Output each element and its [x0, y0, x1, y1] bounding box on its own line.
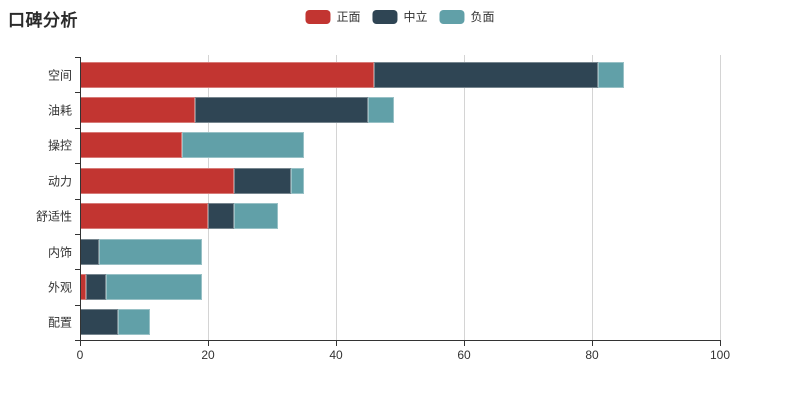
bar-row [80, 97, 394, 124]
x-axis-tick-label: 100 [709, 348, 731, 362]
chart-title: 口碑分析 [8, 11, 78, 30]
y-axis-category-label: 外观 [47, 280, 72, 295]
bar-segment-positive[interactable] [80, 132, 183, 159]
bar-segment-negative[interactable] [367, 97, 394, 124]
bar-row [80, 61, 624, 88]
bar-segment-neutral[interactable] [233, 167, 292, 194]
x-axis-tick [592, 341, 593, 346]
gridline [208, 55, 209, 340]
legend-item-positive[interactable]: 正面 [305, 8, 360, 25]
bar-segment-negative[interactable] [598, 61, 624, 88]
y-axis-tick [75, 233, 81, 235]
plot-area [80, 55, 721, 340]
legend-label: 中立 [403, 10, 428, 24]
legend: 正面 中立 负面 [305, 8, 495, 25]
x-axis-tick-label: 80 [585, 348, 599, 362]
bar-segment-negative[interactable] [99, 238, 202, 265]
legend-label: 负面 [470, 10, 495, 24]
y-axis-category-label: 油耗 [47, 103, 72, 118]
bar-segment-positive[interactable] [80, 97, 196, 124]
gridline [336, 55, 337, 340]
x-axis-tick-label: 60 [457, 348, 471, 362]
x-axis-line [80, 340, 721, 341]
legend-swatch-negative [439, 9, 465, 24]
y-axis-tick [75, 198, 81, 200]
bar-row [80, 203, 279, 230]
bar-segment-neutral[interactable] [374, 61, 599, 88]
x-axis-tick [464, 341, 465, 346]
bar-segment-neutral[interactable] [80, 309, 119, 336]
y-axis-category-label: 舒适性 [35, 209, 72, 224]
bar-row [80, 132, 304, 159]
gridline [592, 55, 593, 340]
bar-segment-negative[interactable] [233, 203, 279, 230]
bar-segment-neutral[interactable] [86, 273, 106, 300]
y-axis-tick [75, 92, 81, 94]
y-axis-tick [75, 127, 81, 129]
bar-row [80, 273, 202, 300]
bar-row [80, 238, 202, 265]
y-axis-category-label: 动力 [47, 174, 72, 189]
x-axis-tick [80, 341, 81, 346]
bar-segment-positive[interactable] [80, 167, 234, 194]
bar-segment-negative[interactable] [105, 273, 202, 300]
bar-row [80, 167, 304, 194]
gridline [720, 55, 721, 340]
y-axis-labels: 空间油耗操控动力舒适性内饰外观配置 [0, 0, 72, 400]
bar-segment-neutral[interactable] [208, 203, 234, 230]
x-axis-tick [208, 341, 209, 346]
legend-swatch-neutral [372, 9, 398, 24]
bar-row [80, 309, 151, 336]
bar-segment-neutral[interactable] [195, 97, 368, 124]
x-axis-tick-label: 40 [329, 348, 343, 362]
y-axis-tick [75, 269, 81, 271]
x-axis-tick [336, 341, 337, 346]
y-axis-tick [75, 57, 81, 58]
y-axis-tick [75, 163, 81, 165]
legend-swatch-positive [305, 9, 331, 24]
bar-segment-negative[interactable] [118, 309, 151, 336]
bar-segment-neutral[interactable] [80, 238, 100, 265]
bar-segment-positive[interactable] [80, 203, 208, 230]
y-axis-category-label: 配置 [47, 315, 72, 330]
y-axis-tick [75, 304, 81, 306]
y-axis-tick [75, 340, 81, 341]
legend-item-negative[interactable]: 负面 [439, 8, 495, 25]
x-axis-tick [720, 341, 721, 346]
y-axis-category-label: 内饰 [47, 245, 72, 260]
bar-segment-negative[interactable] [182, 132, 304, 159]
y-axis-category-label: 空间 [47, 68, 72, 83]
gridline [464, 55, 465, 340]
x-axis-tick-label: 20 [201, 348, 215, 362]
x-axis-tick-label: 0 [76, 348, 84, 362]
bar-segment-negative[interactable] [291, 167, 304, 194]
legend-item-neutral[interactable]: 中立 [372, 8, 428, 25]
bar-segment-positive[interactable] [80, 61, 375, 88]
y-axis-category-label: 操控 [47, 138, 72, 153]
legend-label: 正面 [336, 10, 361, 24]
bar-segment-positive[interactable] [80, 273, 87, 300]
